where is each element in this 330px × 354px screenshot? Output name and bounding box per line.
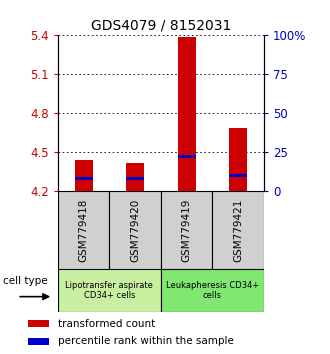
Bar <box>126 177 144 179</box>
FancyBboxPatch shape <box>58 191 109 269</box>
FancyBboxPatch shape <box>213 191 264 269</box>
Bar <box>229 174 247 177</box>
Text: GSM779421: GSM779421 <box>233 198 243 262</box>
Bar <box>229 127 247 191</box>
Title: GDS4079 / 8152031: GDS4079 / 8152031 <box>91 19 231 33</box>
Bar <box>178 155 196 158</box>
FancyBboxPatch shape <box>161 191 213 269</box>
Bar <box>178 37 196 191</box>
Text: Lipotransfer aspirate
CD34+ cells: Lipotransfer aspirate CD34+ cells <box>65 281 153 300</box>
Bar <box>28 338 49 345</box>
Bar <box>126 162 144 191</box>
Text: percentile rank within the sample: percentile rank within the sample <box>58 336 234 346</box>
Bar <box>75 160 92 191</box>
Text: cell type: cell type <box>3 276 48 286</box>
FancyBboxPatch shape <box>58 269 161 312</box>
FancyBboxPatch shape <box>161 269 264 312</box>
Bar <box>75 177 92 179</box>
FancyBboxPatch shape <box>109 191 161 269</box>
Text: Leukapheresis CD34+
cells: Leukapheresis CD34+ cells <box>166 281 259 300</box>
Bar <box>28 320 49 327</box>
Text: GSM779418: GSM779418 <box>79 198 88 262</box>
Text: GSM779419: GSM779419 <box>182 198 192 262</box>
Text: transformed count: transformed count <box>58 319 155 329</box>
Text: GSM779420: GSM779420 <box>130 199 140 262</box>
